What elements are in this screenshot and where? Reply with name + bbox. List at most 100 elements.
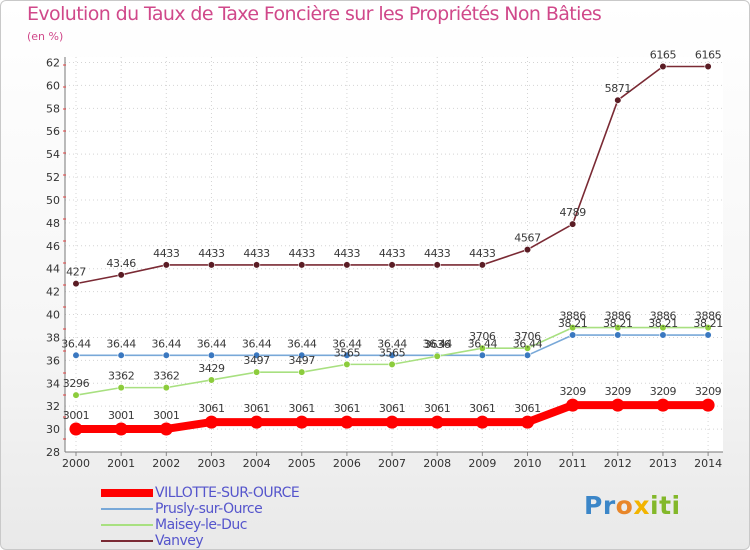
- x-tick-label: 2014: [694, 457, 722, 470]
- data-label-vanvey: 4433: [469, 247, 496, 260]
- logo-letter: o: [615, 491, 634, 520]
- data-label-prusly-sur-ource: 36.44: [468, 337, 498, 350]
- y-tick-label: 40: [46, 309, 60, 322]
- data-label-maisey-le-duc: 3886: [559, 310, 586, 323]
- x-tick-label: 2008: [423, 457, 451, 470]
- data-point-villotte-sur-ource: [701, 398, 715, 412]
- data-point-prusly-sur-ource: [162, 351, 170, 359]
- y-tick-label: 46: [46, 240, 60, 253]
- data-point-villotte-sur-ource: [250, 415, 264, 429]
- data-point-maisey-le-duc: [704, 323, 712, 332]
- data-point-villotte-sur-ource: [611, 398, 625, 412]
- data-point-vanvey: [478, 261, 486, 269]
- data-point-villotte-sur-ource: [521, 415, 534, 429]
- data-point-maisey-le-duc: [659, 323, 667, 332]
- data-point-prusly-sur-ource: [298, 351, 306, 359]
- data-label-villotte-sur-ource: 3001: [153, 409, 179, 422]
- x-tick-label: 2010: [514, 457, 542, 470]
- data-point-prusly-sur-ource: [388, 351, 396, 359]
- data-point-vanvey: [704, 62, 712, 71]
- data-label-prusly-sur-ource: 36.44: [152, 337, 182, 350]
- data-label-prusly-sur-ource: 36.44: [513, 337, 543, 350]
- data-point-vanvey: [569, 220, 577, 228]
- data-point-maisey-le-duc: [523, 344, 532, 352]
- data-point-prusly-sur-ource: [253, 351, 261, 359]
- data-label-villotte-sur-ource: 3061: [289, 402, 315, 415]
- data-label-vanvey: 427: [66, 266, 86, 279]
- data-label-maisey-le-duc: 3362: [153, 370, 179, 383]
- data-label-maisey-le-duc: 3886: [695, 310, 722, 323]
- data-point-villotte-sur-ource: [385, 415, 399, 429]
- data-label-prusly-sur-ource: 36.44: [422, 337, 452, 350]
- data-label-villotte-sur-ource: 3061: [379, 402, 405, 415]
- data-label-vanvey: 4433: [198, 247, 225, 260]
- data-label-vanvey: 4433: [334, 247, 361, 260]
- data-label-villotte-sur-ource: 3209: [695, 385, 722, 398]
- legend-label: Prusly-sur-Ource: [155, 501, 263, 517]
- data-label-villotte-sur-ource: 3209: [559, 385, 586, 398]
- x-tick-label: 2013: [649, 457, 677, 470]
- y-tick-label: 54: [46, 148, 60, 161]
- data-point-villotte-sur-ource: [159, 422, 173, 436]
- data-point-vanvey: [117, 271, 125, 279]
- data-point-prusly-sur-ource: [614, 331, 622, 339]
- y-tick-label: 36: [46, 354, 60, 367]
- data-point-maisey-le-duc: [207, 376, 216, 384]
- data-point-villotte-sur-ource: [69, 422, 83, 436]
- y-unit-label: (en %): [27, 30, 64, 43]
- y-tick-label: 58: [46, 102, 60, 115]
- data-point-villotte-sur-ource: [475, 415, 489, 429]
- data-label-maisey-le-duc: 3565: [334, 346, 361, 359]
- y-tick-label: 62: [46, 57, 60, 70]
- data-point-vanvey: [298, 261, 306, 269]
- data-label-maisey-le-duc: 3886: [650, 310, 677, 323]
- logo-letter: x: [633, 491, 650, 520]
- data-point-villotte-sur-ource: [430, 415, 444, 429]
- x-tick-label: 2012: [604, 457, 632, 470]
- data-point-vanvey: [523, 245, 532, 254]
- chart-title: Evolution du Taux de Taxe Foncière sur l…: [27, 3, 602, 25]
- data-point-maisey-le-duc: [298, 368, 306, 376]
- legend-item-maisey-le-duc: Maisey-le-Duc: [101, 517, 299, 533]
- data-point-prusly-sur-ource: [523, 351, 532, 359]
- x-tick-label: 2007: [378, 457, 406, 470]
- data-label-prusly-sur-ource: 36.44: [287, 337, 317, 350]
- data-label-vanvey: 4567: [514, 232, 541, 245]
- legend-swatch: [101, 489, 153, 497]
- legend-item-villotte-sur-ource: VILLOTTE-SUR-OURCE: [101, 485, 300, 501]
- data-point-maisey-le-duc: [569, 323, 577, 332]
- data-point-maisey-le-duc: [162, 384, 170, 392]
- data-point-prusly-sur-ource: [659, 331, 667, 339]
- x-tick-label: 2002: [152, 457, 180, 470]
- legend-item-prusly-sur-ource: Prusly-sur-Ource: [101, 501, 299, 517]
- x-tick-label: 2004: [243, 457, 271, 470]
- data-label-maisey-le-duc: 3636: [424, 338, 451, 351]
- data-label-villotte-sur-ource: 3061: [198, 402, 224, 415]
- data-label-maisey-le-duc: 3497: [289, 354, 316, 367]
- logo-letter: P: [584, 491, 603, 520]
- data-point-vanvey: [162, 261, 170, 269]
- data-point-villotte-sur-ource: [114, 422, 128, 436]
- logo-letter: r: [602, 491, 616, 520]
- data-point-vanvey: [433, 261, 441, 269]
- data-label-maisey-le-duc: 3886: [605, 310, 632, 323]
- legend-swatch: [101, 540, 153, 542]
- data-point-maisey-le-duc: [117, 384, 125, 392]
- x-tick-label: 2001: [107, 457, 135, 470]
- y-tick-label: 48: [46, 217, 60, 230]
- data-label-vanvey: 4433: [243, 247, 270, 260]
- data-point-maisey-le-duc: [614, 323, 622, 332]
- data-point-maisey-le-duc: [388, 360, 396, 368]
- data-label-vanvey: 43.46: [106, 257, 136, 270]
- data-label-vanvey: 4433: [153, 247, 180, 260]
- data-label-maisey-le-duc: 3362: [108, 370, 134, 383]
- data-point-maisey-le-duc: [478, 344, 486, 352]
- data-point-vanvey: [614, 96, 622, 104]
- y-tick-label: 34: [46, 377, 60, 390]
- data-point-prusly-sur-ource: [569, 331, 577, 339]
- x-tick-label: 2009: [468, 457, 496, 470]
- data-label-villotte-sur-ource: 3061: [334, 402, 360, 415]
- data-label-prusly-sur-ource: 36.44: [332, 337, 362, 350]
